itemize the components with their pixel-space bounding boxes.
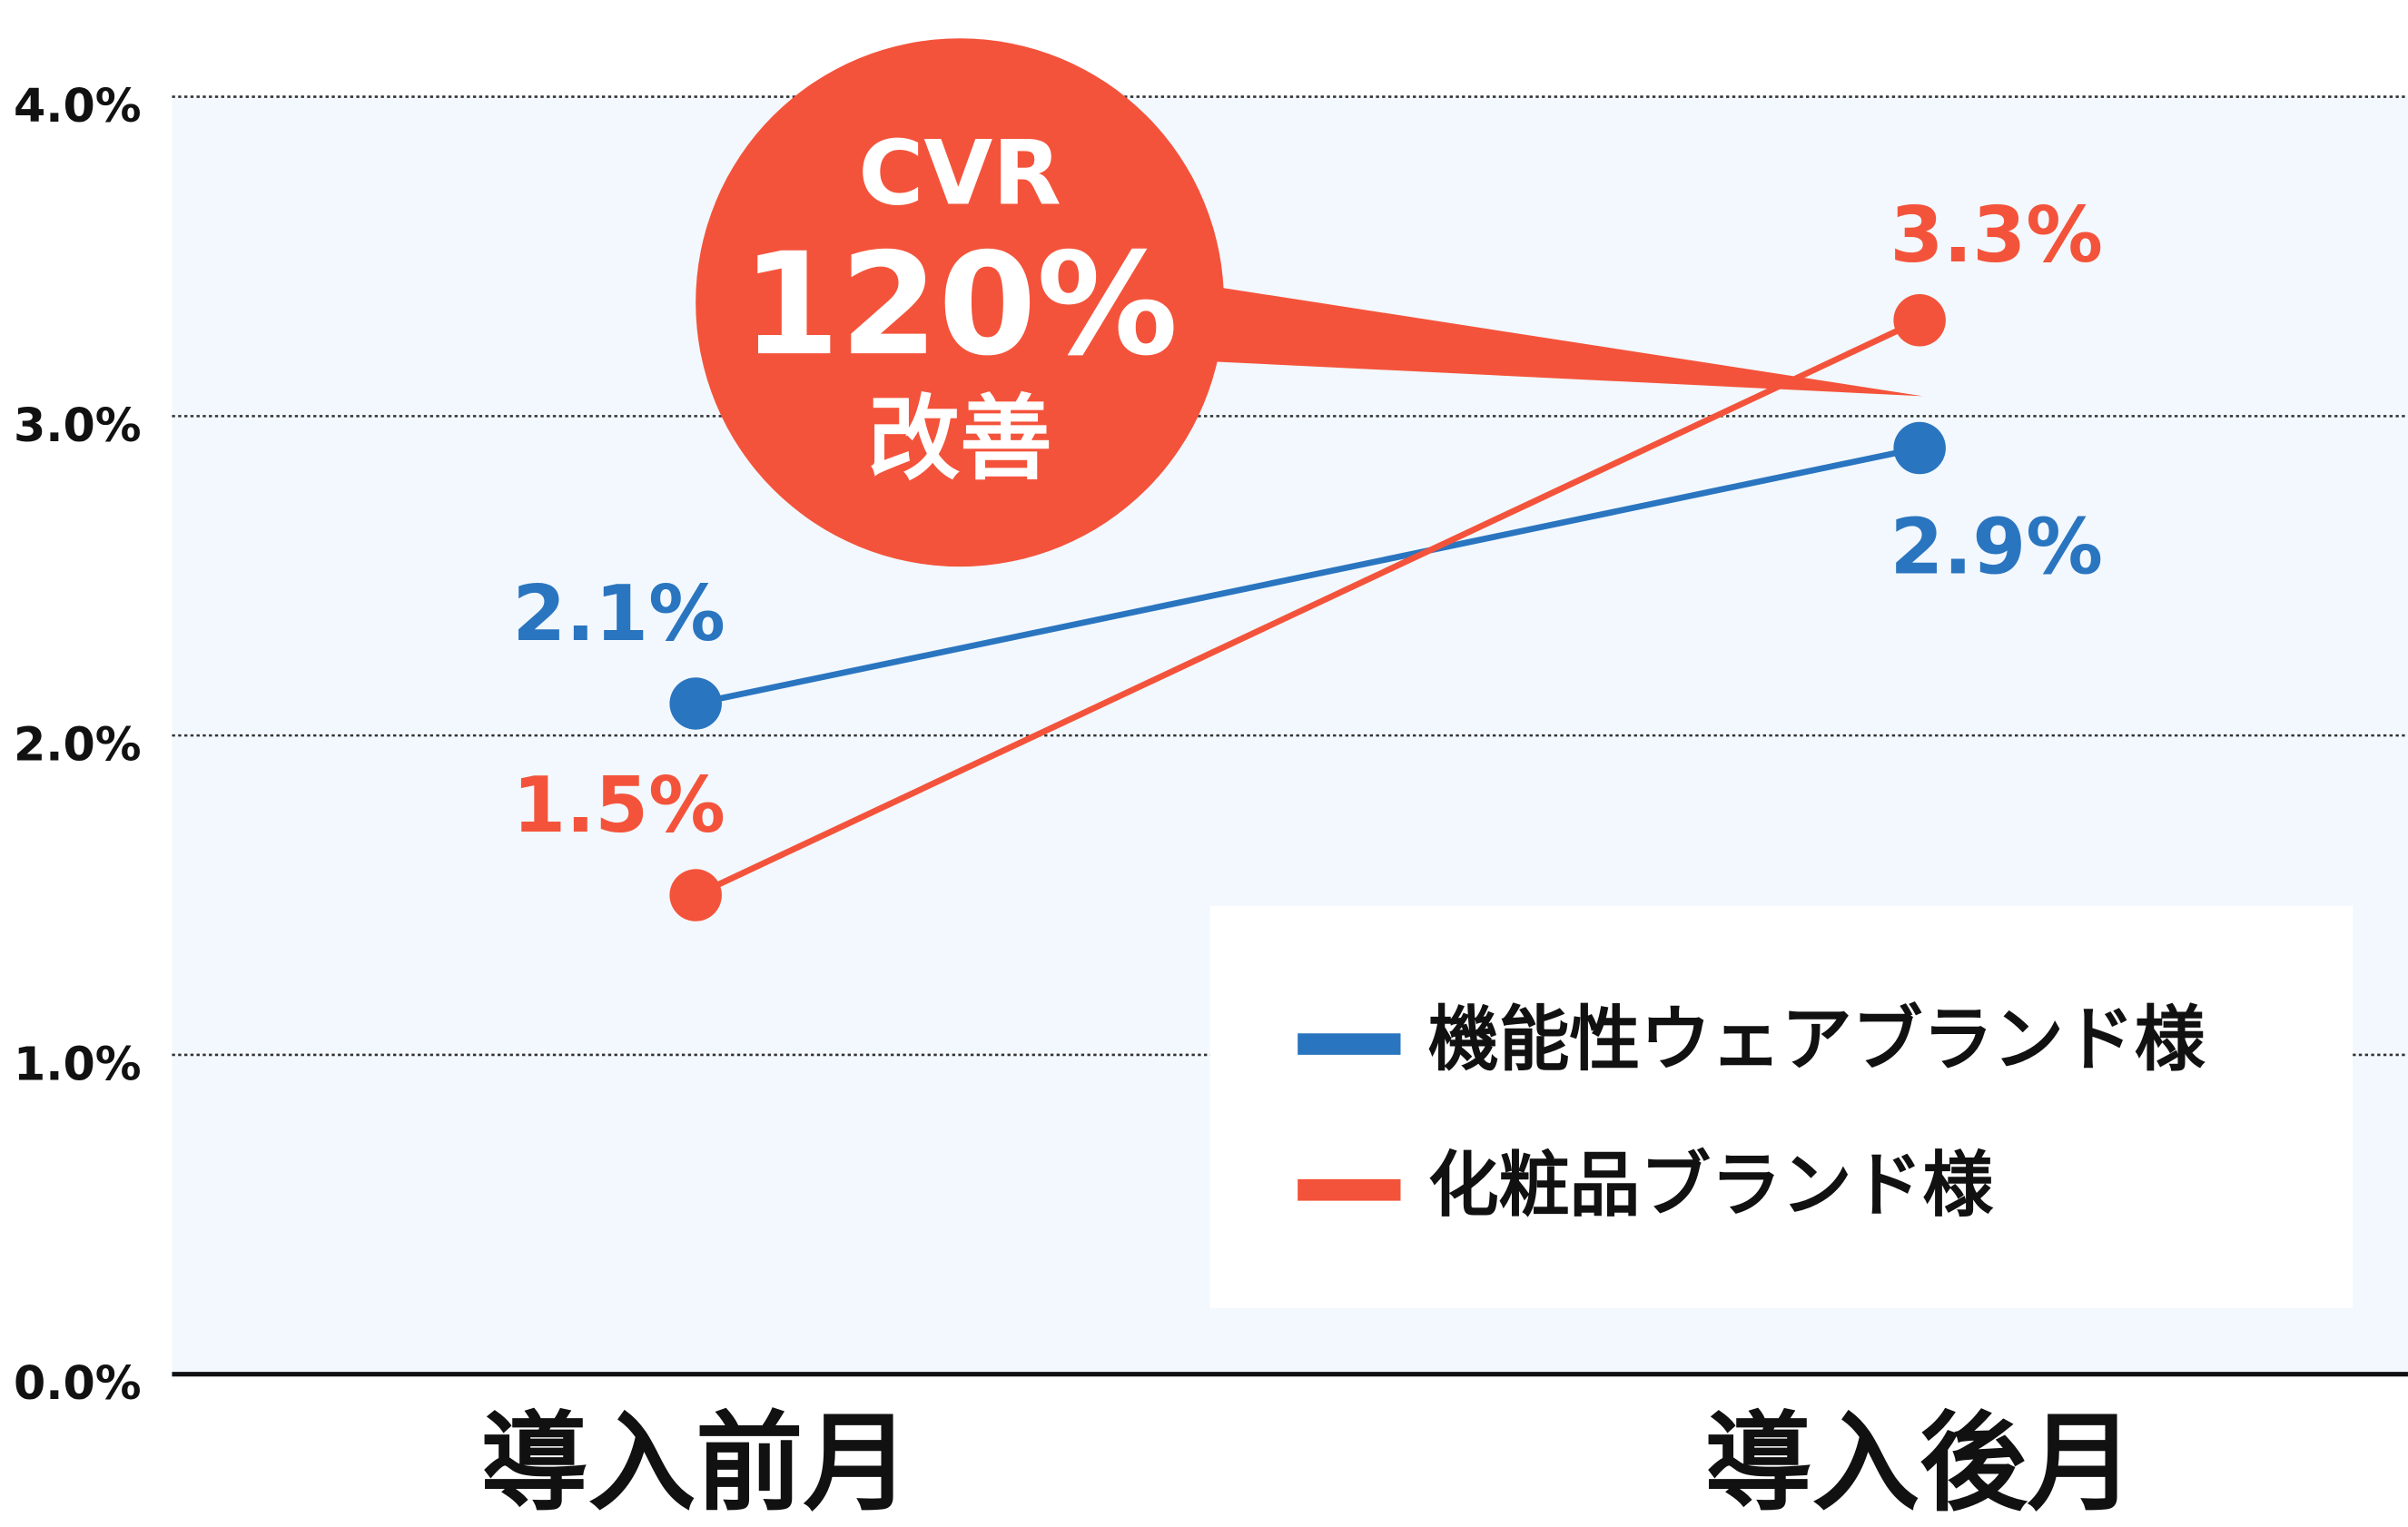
data-label: 1.5% bbox=[512, 761, 725, 850]
y-tick-label: 4.0% bbox=[14, 79, 142, 133]
x-tick-label: 導入後月 bbox=[1704, 1400, 2135, 1525]
data-label: 3.3% bbox=[1890, 191, 2102, 280]
y-tick-label: 2.0% bbox=[14, 718, 142, 772]
legend-label: 機能性ウェアブランド様 bbox=[1428, 1000, 2206, 1081]
data-point bbox=[669, 677, 722, 730]
series-line bbox=[695, 445, 1920, 707]
data-point bbox=[1893, 421, 1946, 475]
callout-text: CVR bbox=[858, 123, 1061, 226]
y-tick-label: 3.0% bbox=[14, 399, 142, 452]
data-point bbox=[669, 869, 722, 921]
data-point bbox=[1893, 294, 1946, 347]
series-line bbox=[694, 317, 1921, 899]
legend-label: 化粧品ブランド様 bbox=[1428, 1145, 1994, 1227]
legend-box bbox=[1209, 905, 2354, 1308]
data-label: 2.1% bbox=[512, 569, 725, 658]
x-tick-label: 導入前月 bbox=[480, 1400, 911, 1525]
y-tick-label: 0.0% bbox=[14, 1356, 142, 1410]
y-tick-label: 1.0% bbox=[14, 1037, 142, 1090]
data-label: 2.9% bbox=[1890, 502, 2102, 591]
callout-bubble bbox=[696, 38, 1224, 567]
callout-text: 120% bbox=[742, 222, 1179, 387]
callout-text: 改善 bbox=[868, 385, 1052, 492]
